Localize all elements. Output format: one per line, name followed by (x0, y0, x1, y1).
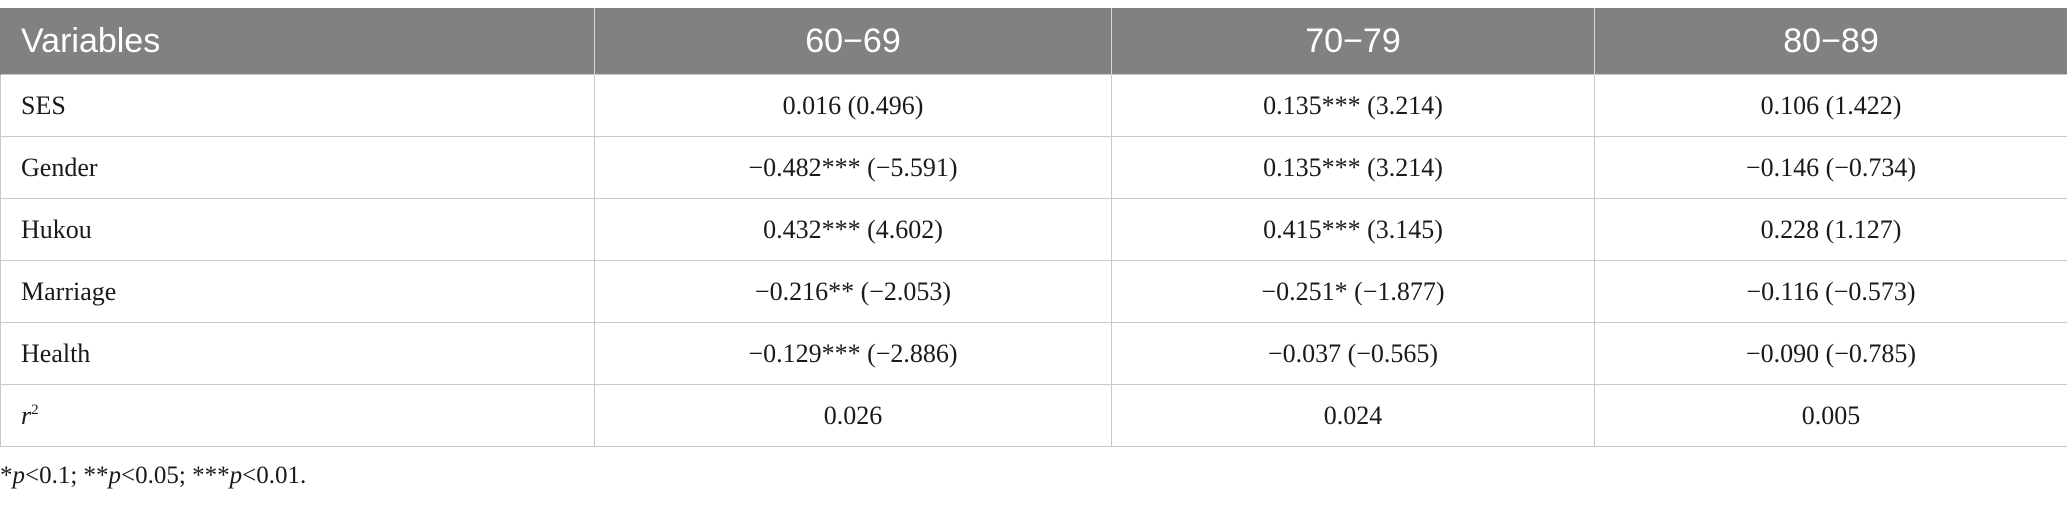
table-cell: 0.005 (1594, 384, 2067, 447)
table-cell: 0.135*** (3.214) (1111, 74, 1595, 137)
footnote-threshold: <0.05; (121, 462, 193, 489)
table-header-row: Variables 60−69 70−79 80−89 (0, 8, 2067, 75)
table-row: Health −0.129*** (−2.886) −0.037 (−0.565… (0, 322, 2067, 385)
table-cell: 0.026 (594, 384, 1112, 447)
table-cell: 0.016 (0.496) (594, 74, 1112, 137)
r-letter: r (21, 400, 32, 430)
footnote-stars: *** (192, 462, 230, 489)
r-squared-symbol: r2 (21, 401, 39, 430)
row-label: SES (0, 74, 595, 137)
significance-footnote: *p<0.1; **p<0.05; ***p<0.01. (0, 462, 306, 490)
table-cell: 0.432*** (4.602) (594, 198, 1112, 261)
row-label: Gender (0, 136, 595, 199)
table-row: r2 0.026 0.024 0.005 (0, 384, 2067, 447)
table-row: Marriage −0.216** (−2.053) −0.251* (−1.8… (0, 260, 2067, 323)
footnote-p: p (229, 462, 243, 489)
header-age-80-89: 80−89 (1594, 8, 2067, 75)
row-label: Hukou (0, 198, 595, 261)
table-cell: −0.129*** (−2.886) (594, 322, 1112, 385)
table-row: Hukou 0.432*** (4.602) 0.415*** (3.145) … (0, 198, 2067, 261)
r-exponent: 2 (31, 401, 39, 418)
header-variables: Variables (0, 8, 595, 75)
regression-table: Variables 60−69 70−79 80−89 SES 0.016 (0… (0, 8, 2067, 447)
table-cell: −0.482*** (−5.591) (594, 136, 1112, 199)
table-row: Gender −0.482*** (−5.591) 0.135*** (3.21… (0, 136, 2067, 199)
table-cell: 0.024 (1111, 384, 1595, 447)
regression-table-container: Variables 60−69 70−79 80−89 SES 0.016 (0… (0, 8, 2067, 447)
table-cell: −0.251* (−1.877) (1111, 260, 1595, 323)
table-cell: 0.415*** (3.145) (1111, 198, 1595, 261)
table-cell: −0.037 (−0.565) (1111, 322, 1595, 385)
table-cell: −0.146 (−0.734) (1594, 136, 2067, 199)
row-label-r-squared: r2 (0, 384, 595, 447)
footnote-p: p (108, 462, 122, 489)
footnote-threshold: <0.01. (242, 462, 307, 489)
footnote-threshold: <0.1; (25, 462, 84, 489)
footnote-p: p (12, 462, 26, 489)
table-cell: −0.090 (−0.785) (1594, 322, 2067, 385)
footnote-stars: * (0, 462, 13, 489)
table-cell: 0.228 (1.127) (1594, 198, 2067, 261)
table-cell: −0.216** (−2.053) (594, 260, 1112, 323)
table-row: SES 0.016 (0.496) 0.135*** (3.214) 0.106… (0, 74, 2067, 137)
table-cell: 0.106 (1.422) (1594, 74, 2067, 137)
table-cell: −0.116 (−0.573) (1594, 260, 2067, 323)
header-age-70-79: 70−79 (1111, 8, 1595, 75)
row-label: Health (0, 322, 595, 385)
footnote-stars: ** (83, 462, 109, 489)
header-age-60-69: 60−69 (594, 8, 1112, 75)
table-cell: 0.135*** (3.214) (1111, 136, 1595, 199)
row-label: Marriage (0, 260, 595, 323)
